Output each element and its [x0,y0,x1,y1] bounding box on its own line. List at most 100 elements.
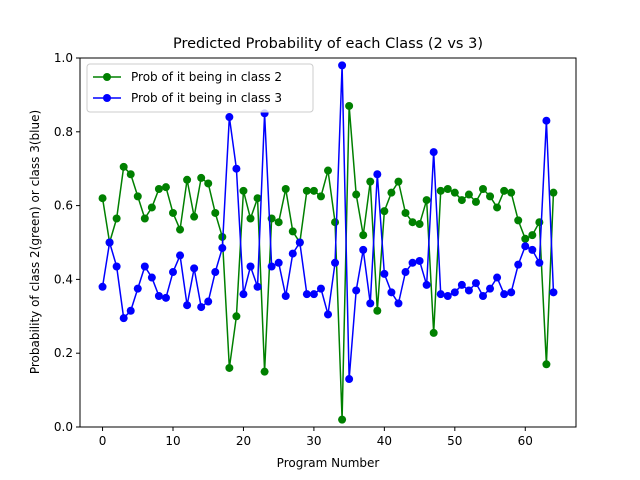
data-point [493,203,502,212]
data-point [119,314,128,323]
legend-swatch-marker [103,94,111,102]
data-point [500,290,509,299]
data-point [345,375,354,384]
y-tick-label: 1.0 [54,51,73,65]
data-point [429,148,438,157]
data-point [352,190,361,199]
data-point [373,170,382,179]
data-point [471,279,480,288]
data-point [549,188,558,197]
data-point [387,188,396,197]
data-point [408,258,417,267]
series-layer [98,61,558,424]
data-point [239,186,248,195]
data-point [521,242,530,251]
data-point [422,280,431,289]
data-point [239,290,248,299]
x-axis-label: Program Number [277,456,380,470]
data-point [528,245,537,254]
x-tick-label: 40 [377,434,392,448]
data-point [507,288,516,297]
y-tick-label: 0.0 [54,420,73,434]
data-point [316,192,325,201]
data-point [204,179,213,188]
data-point [161,293,170,302]
x-tick-label: 50 [447,434,462,448]
data-point [331,218,340,227]
data-point [218,244,227,253]
data-point [366,177,375,186]
data-point [401,208,410,217]
data-point [387,288,396,297]
legend: Prob of it being in class 2 Prob of it be… [86,63,314,113]
legend-swatch-marker [103,73,111,81]
data-point [359,231,368,240]
data-point [514,216,523,225]
series-line-0 [101,105,555,421]
plot-area [79,57,577,428]
data-point [253,282,262,291]
data-point [331,258,340,267]
data-point [119,162,128,171]
data-point [260,367,269,376]
data-point [415,256,424,265]
data-point [176,251,185,260]
data-point [436,290,445,299]
data-point [267,262,276,271]
data-point [542,116,551,125]
y-tick-label: 0.6 [54,199,73,213]
data-point [415,220,424,229]
data-point [295,238,304,247]
data-point [394,177,403,186]
data-point [154,184,163,193]
data-point [169,208,177,217]
data-point [154,292,163,301]
data-point [126,170,135,179]
y-axis: 0.0 0.2 0.4 0.6 0.8 1.0 [54,51,80,434]
y-tick-label: 0.2 [54,346,73,360]
data-point [443,292,452,301]
data-point [373,306,382,315]
data-point [197,303,206,312]
data-point [401,268,410,277]
data-point [274,258,283,267]
data-point [225,363,234,372]
data-point [246,214,255,223]
data-point [359,245,368,254]
data-point [232,312,241,321]
legend-box [86,63,314,113]
data-point [225,113,234,122]
legend-entry-0: Prob of it being in class 2 [131,70,282,84]
x-tick-label: 20 [236,434,251,448]
y-axis-label: Probability of class 2(green) or class 3… [28,110,42,374]
data-point [281,184,290,193]
data-point [183,175,192,184]
data-point [450,288,459,297]
data-point [380,207,389,216]
data-point [133,284,142,293]
data-point [394,299,403,308]
data-point [190,264,199,273]
x-tick-label: 0 [99,434,107,448]
data-point [345,101,354,110]
data-point [338,415,347,424]
data-point [309,290,318,299]
data-point [521,234,530,243]
data-point [197,173,206,182]
x-tick-label: 60 [518,434,533,448]
data-point [479,184,487,193]
data-point [147,273,156,282]
data-point [105,238,114,247]
data-point [352,286,361,295]
data-point [112,214,121,223]
data-point [500,186,509,195]
data-point [126,306,135,315]
data-point [309,186,318,195]
data-point [422,196,431,205]
data-point [542,360,551,369]
data-point [147,203,156,212]
data-point [514,260,523,269]
y-tick-label: 0.4 [54,272,73,286]
chart-title: Predicted Probability of each Class (2 v… [173,36,483,52]
data-point [408,218,417,227]
